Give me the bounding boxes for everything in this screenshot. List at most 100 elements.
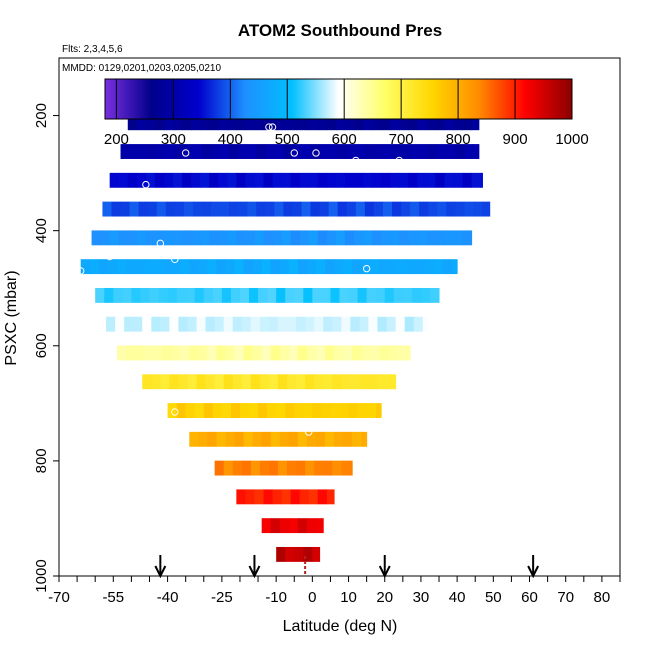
heatmap-cell	[207, 431, 217, 447]
heatmap-cell	[377, 374, 388, 390]
heatmap-cell	[417, 172, 427, 188]
heatmap-cell	[426, 172, 436, 188]
heatmap-cell	[428, 144, 438, 159]
x-tick-label: 30	[413, 589, 430, 606]
x-tick-label: 80	[594, 589, 611, 606]
heatmap-cell	[372, 172, 382, 188]
heatmap-cell	[149, 287, 160, 303]
heatmap-cell	[214, 374, 225, 390]
data-point	[305, 428, 313, 436]
heatmap-cell	[142, 374, 152, 390]
heatmap-cell	[113, 287, 123, 303]
heatmap-cell	[306, 518, 317, 534]
heatmap-cell	[370, 345, 380, 361]
x-tick-label: -70	[48, 589, 70, 606]
heatmap-cell	[116, 259, 127, 275]
heatmap-cell	[198, 345, 208, 361]
heatmap-cell	[254, 172, 264, 188]
heatmap-cell	[410, 201, 420, 217]
data-point	[181, 149, 190, 157]
heatmap-cell	[384, 287, 395, 303]
heatmap-cell	[153, 345, 163, 361]
heatmap-cell	[138, 201, 149, 217]
heatmap-cell	[277, 460, 288, 476]
heatmap-cell	[426, 115, 436, 131]
x-tick-label: 10	[340, 589, 357, 606]
heatmap-cell	[218, 115, 228, 131]
heatmap-cell	[386, 374, 397, 390]
heatmap-cell	[160, 316, 170, 332]
heatmap-cell	[212, 287, 223, 303]
heatmap-cell	[341, 460, 351, 476]
heatmap-cell	[173, 172, 183, 188]
heatmap-cell	[348, 403, 359, 418]
heatmap-cell	[274, 144, 284, 159]
heatmap-cell	[317, 172, 328, 188]
heatmap-cell	[330, 403, 340, 418]
heatmap-cell	[247, 201, 257, 217]
heatmap-cell	[335, 115, 346, 131]
heatmap-cell	[364, 144, 375, 159]
heatmap-cell	[151, 316, 161, 332]
heatmap-cell	[364, 201, 375, 217]
heatmap-cell	[270, 518, 281, 534]
heatmap-cell	[417, 115, 427, 131]
heatmap-cell	[216, 259, 226, 275]
heatmap-cell	[160, 374, 170, 390]
heatmap-cell	[276, 403, 286, 418]
heatmap-cell	[363, 172, 373, 188]
data-point	[171, 408, 179, 416]
heatmap-cell	[330, 287, 340, 303]
heatmap-cell	[325, 259, 335, 275]
colorbar-tick-label: 1000	[555, 131, 588, 148]
data-point	[312, 149, 320, 157]
heatmap-cell	[382, 144, 393, 159]
heatmap-cell	[328, 201, 339, 217]
heatmap-cell	[397, 259, 407, 275]
heatmap-cell	[227, 115, 237, 131]
heatmap-cell	[363, 230, 373, 246]
heatmap-cell	[433, 259, 444, 275]
heatmap-cell	[236, 172, 246, 188]
heatmap-cell	[120, 201, 131, 217]
heatmap-cell	[194, 403, 205, 418]
data-point	[268, 123, 277, 131]
heatmap-cell	[301, 144, 312, 159]
heatmap-cell	[154, 230, 165, 246]
heatmap-cell	[201, 201, 212, 217]
heatmap-cell	[209, 115, 219, 131]
heatmap-cell	[243, 431, 254, 447]
heatmap-cell	[451, 259, 458, 275]
colorbar-tick-label: 400	[218, 131, 243, 148]
data-point	[478, 134, 487, 143]
heatmap-cell	[315, 345, 326, 361]
heatmap-cell	[308, 230, 319, 246]
heatmap-cell	[453, 230, 464, 246]
heatmap-cell	[151, 374, 161, 390]
heatmap-cell	[419, 201, 429, 217]
heatmap-cell	[270, 259, 281, 275]
heatmap-cell	[173, 115, 183, 131]
heatmap-cell	[357, 287, 368, 303]
heatmap-cell	[361, 345, 371, 361]
heatmap-cell	[437, 201, 447, 217]
heatmap-cell	[274, 201, 284, 217]
heatmap-cell	[417, 230, 427, 246]
data-point	[77, 267, 85, 275]
heatmap-cell	[223, 316, 234, 332]
heatmap-cell	[218, 172, 228, 188]
heatmap-cell	[252, 431, 263, 447]
heatmap-cell	[462, 230, 473, 246]
heatmap-cell	[106, 316, 116, 332]
heatmap-cell	[411, 287, 422, 303]
heatmap-cell	[382, 201, 393, 217]
heatmap-cell	[230, 287, 241, 303]
heatmap-cell	[323, 316, 333, 332]
heatmap-cell	[377, 316, 388, 332]
heatmap-cell	[265, 201, 275, 217]
data-point	[156, 239, 165, 248]
latitude-arrows	[154, 555, 540, 579]
heatmap-cell	[187, 374, 198, 390]
heatmap-cell	[303, 403, 313, 418]
heatmap-cell	[326, 115, 337, 131]
